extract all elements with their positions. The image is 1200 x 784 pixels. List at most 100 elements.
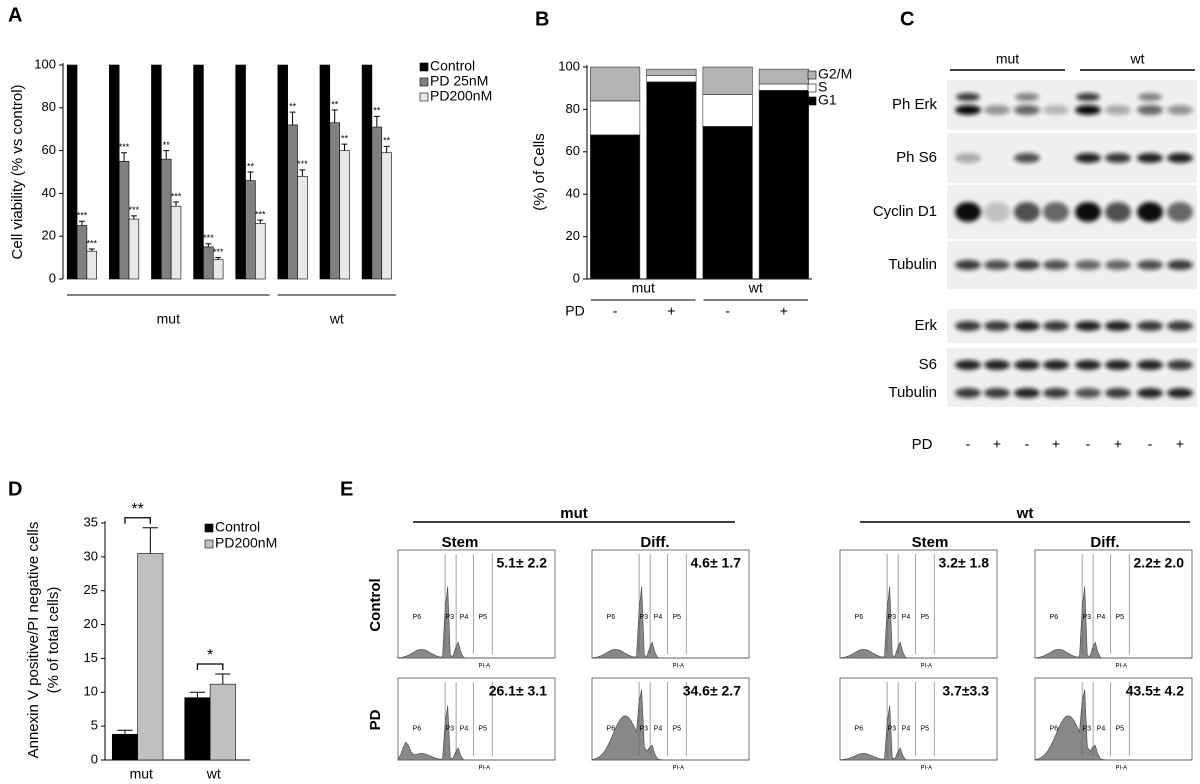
- bar: [111, 733, 138, 761]
- legend-label: Control: [215, 519, 260, 535]
- gate-label: P6: [607, 614, 616, 621]
- blot-band: [1167, 360, 1193, 370]
- bar: [151, 64, 162, 280]
- bar-segment: [646, 75, 697, 83]
- blot-band: [1014, 202, 1040, 222]
- blot-band: [1015, 93, 1039, 101]
- gate-label: P3: [888, 614, 897, 621]
- gate-label: P5: [478, 614, 487, 621]
- lane-label: -: [1086, 436, 1091, 452]
- error-bar: [163, 150, 170, 160]
- bar-segment: [758, 68, 809, 85]
- significance: **: [341, 134, 349, 144]
- bar: [209, 683, 236, 761]
- gate-label: P6: [1050, 726, 1059, 733]
- gate-label: P3: [888, 726, 897, 733]
- bar: [371, 126, 383, 280]
- y-tick-label: 15: [84, 650, 98, 665]
- error-bar: [130, 215, 137, 220]
- x-axis-label: PI-A: [479, 664, 491, 670]
- y-tick-label: 80: [566, 101, 580, 116]
- group-label: mut: [157, 311, 180, 327]
- error-bar: [383, 145, 390, 153]
- gate-label: P3: [446, 726, 455, 733]
- histogram: [839, 705, 997, 761]
- error-bar: [205, 243, 212, 247]
- blot-band: [1075, 321, 1101, 331]
- percentage: 4.6± 1.7: [691, 555, 742, 571]
- column-label: Diff.: [1090, 534, 1119, 551]
- error-bar: [142, 527, 158, 554]
- gate-label: P4: [902, 726, 911, 733]
- bar-segment: [702, 94, 753, 127]
- y-tick-label: 20: [42, 228, 56, 243]
- gate-label: P6: [413, 614, 422, 621]
- lane-label: +: [1052, 436, 1060, 452]
- bar-segment: [590, 66, 641, 102]
- legend-swatch: [204, 523, 214, 533]
- gate-label: P4: [460, 614, 469, 621]
- group-label: wt: [1130, 51, 1145, 67]
- blot-band: [984, 388, 1010, 398]
- x-axis-label: PI-A: [921, 664, 933, 670]
- gate-label: P5: [672, 726, 681, 733]
- error-bar: [79, 220, 85, 226]
- gate-label: P4: [1097, 614, 1106, 621]
- gate-label: P3: [640, 726, 649, 733]
- y-tick-label: 60: [42, 142, 56, 157]
- error-bar: [331, 109, 338, 123]
- blot-band: [1167, 105, 1193, 115]
- group-label: mut: [996, 51, 1019, 67]
- bar: [128, 218, 140, 280]
- bar: [86, 250, 98, 280]
- legend-swatch: [419, 92, 429, 102]
- error-bar: [173, 201, 179, 207]
- legend-swatch: [204, 539, 214, 549]
- group-label: wt: [748, 280, 763, 296]
- lane-label: -: [1148, 436, 1153, 452]
- bar-segment: [758, 90, 809, 280]
- gate-label: P5: [478, 726, 487, 733]
- blot-band: [1075, 388, 1101, 398]
- y-axis-label: Annexin V positive/PI negative cells: [25, 522, 42, 759]
- bar-segment: [646, 81, 697, 280]
- significance: ***: [171, 191, 182, 201]
- blot-band: [1105, 153, 1131, 163]
- bar: [287, 124, 298, 280]
- blot-band: [1043, 360, 1069, 370]
- group-label: mut: [560, 505, 588, 522]
- column-label: Diff.: [640, 534, 669, 551]
- bar: [109, 64, 120, 280]
- bar: [184, 697, 211, 761]
- legend-swatch: [807, 83, 817, 93]
- significance-bracket: [196, 663, 224, 671]
- blot-band: [955, 202, 981, 222]
- gate-label: P4: [460, 726, 469, 733]
- error-bar: [257, 219, 264, 224]
- blot-band: [984, 321, 1010, 331]
- blot-band: [1043, 260, 1069, 270]
- error-bar: [247, 171, 254, 181]
- blot-band: [1043, 321, 1069, 331]
- significance: ***: [77, 211, 88, 221]
- blot-band: [1105, 321, 1131, 331]
- x-tick-label: -: [725, 303, 730, 319]
- legend-label: Control: [430, 58, 475, 74]
- blot-row-label: Tubulin: [888, 384, 937, 401]
- panel-letter: B: [535, 8, 549, 30]
- bar: [118, 161, 130, 280]
- row-label: PD: [367, 709, 384, 730]
- column-label: Stem: [442, 534, 479, 551]
- lane-label: +: [1176, 436, 1184, 452]
- x-tick-label: -: [613, 303, 618, 319]
- y-axis-label: (%) of Cells: [531, 133, 548, 211]
- histogram-frame: [591, 549, 750, 659]
- blot-row-label: Ph S6: [896, 149, 937, 166]
- blot-band: [1137, 105, 1163, 115]
- y-axis-label: (% of total cells): [45, 587, 62, 694]
- histogram: [591, 586, 749, 659]
- lane-label: -: [966, 436, 971, 452]
- histogram: [397, 705, 555, 761]
- blot-band: [1014, 105, 1040, 115]
